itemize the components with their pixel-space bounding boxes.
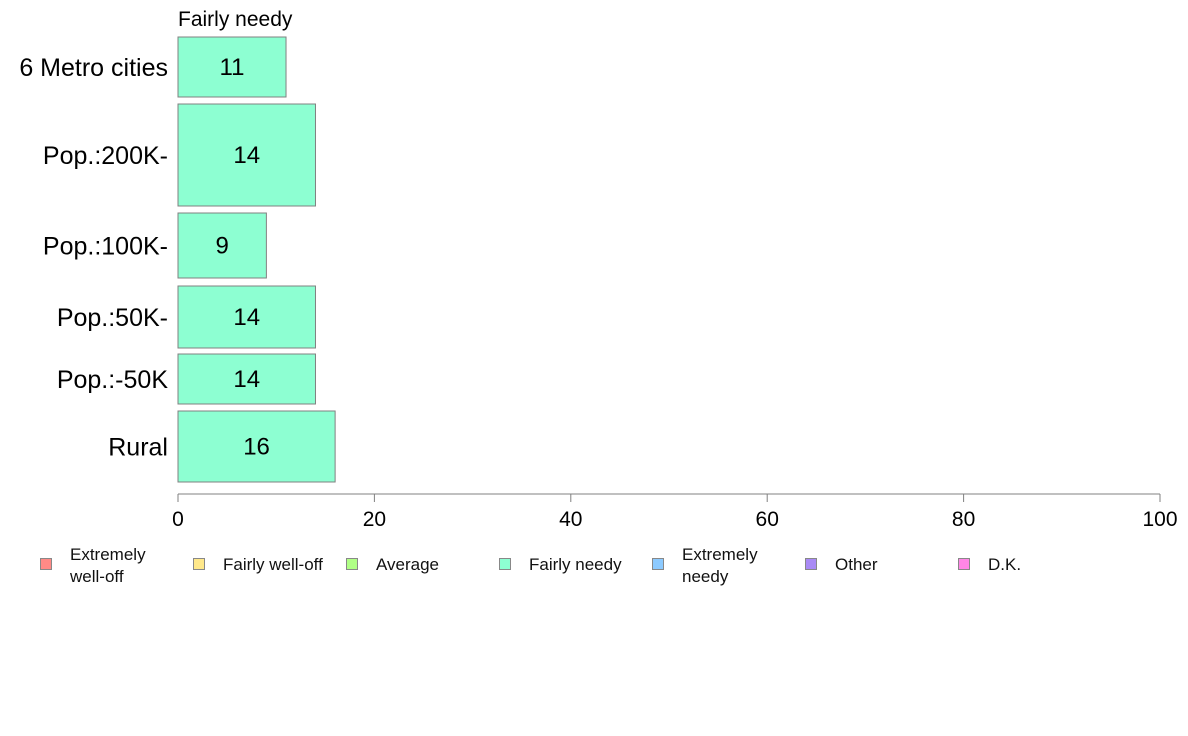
chart-title: Fairly needy xyxy=(178,8,293,31)
legend-swatch xyxy=(958,558,970,570)
legend-swatch xyxy=(40,558,52,570)
category-label: Pop.:200K- xyxy=(43,142,168,170)
legend-swatch xyxy=(499,558,511,570)
bar-5 xyxy=(177,410,336,483)
legend-label: D.K. xyxy=(988,555,1022,574)
category-label: Pop.:100K- xyxy=(43,233,168,261)
x-tick-label: 20 xyxy=(363,508,386,530)
x-tick-label: 100 xyxy=(1142,508,1177,530)
legend-swatch xyxy=(805,558,817,570)
x-tick-label: 40 xyxy=(559,508,582,530)
bar-2 xyxy=(177,212,267,279)
bar-value-label: 14 xyxy=(233,304,260,331)
legend-swatch xyxy=(346,558,358,570)
bar-value-label: 16 xyxy=(243,434,270,461)
x-tick-label: 0 xyxy=(172,508,184,530)
bar-0 xyxy=(177,36,287,98)
legend-label: Extremely well-off xyxy=(70,545,146,586)
legend: Extremely well-off Fairly well-off Average… xyxy=(0,540,1188,600)
x-tick-label: 60 xyxy=(756,508,779,530)
legend-label: Fairly needy xyxy=(529,555,622,574)
bar-value-label: 14 xyxy=(233,366,260,393)
legend-swatch xyxy=(652,558,664,570)
x-axis: 0 20 40 60 80 100 xyxy=(172,493,1178,530)
bar-value-label: 14 xyxy=(233,142,260,169)
category-label: Pop.:-50K xyxy=(57,366,169,394)
legend-label: Fairly well-off xyxy=(223,555,323,574)
bar-value-label: 9 xyxy=(216,233,229,260)
bars-group: 11 14 9 14 14 16 xyxy=(177,36,336,483)
category-label: Rural xyxy=(108,434,168,462)
bar-4 xyxy=(177,353,316,405)
category-labels: 6 Metro cities Pop.:200K- Pop.:100K- Pop.:5… xyxy=(19,54,168,462)
legend-label: Other xyxy=(835,555,878,574)
bar-1 xyxy=(177,103,316,207)
category-label: Pop.:50K- xyxy=(57,304,168,332)
bar-3 xyxy=(177,285,316,349)
legend-label: Average xyxy=(376,555,440,574)
category-label: 6 Metro cities xyxy=(19,54,168,82)
bar-value-label: 11 xyxy=(220,54,245,81)
legend-label: Extremely needy xyxy=(682,545,758,586)
legend-swatch xyxy=(193,558,205,570)
bar-chart: Fairly needy 11 14 9 14 14 16 6 Metro cities P… xyxy=(19,8,1178,530)
x-tick-label: 80 xyxy=(952,508,975,530)
